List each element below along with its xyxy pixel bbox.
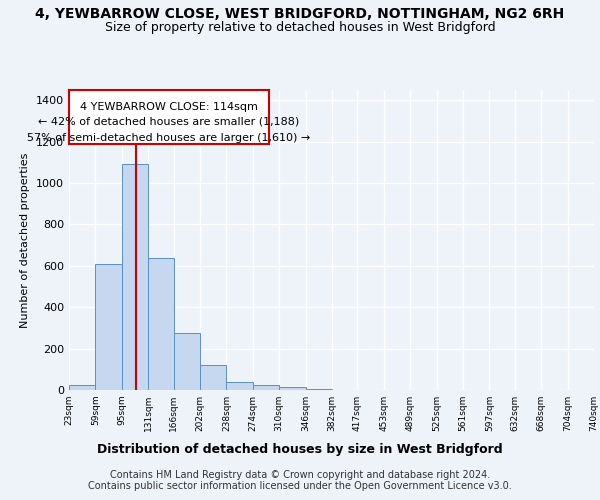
Bar <box>279 387 305 390</box>
Y-axis label: Number of detached properties: Number of detached properties <box>20 152 31 328</box>
Text: Contains HM Land Registry data © Crown copyright and database right 2024.: Contains HM Land Registry data © Crown c… <box>110 470 490 480</box>
Bar <box>305 389 332 390</box>
Bar <box>148 258 174 390</box>
Bar <box>200 365 226 390</box>
Bar <box>174 333 200 390</box>
Bar <box>226 382 253 390</box>
Bar <box>122 164 148 390</box>
Text: Distribution of detached houses by size in West Bridgford: Distribution of detached houses by size … <box>97 442 503 456</box>
Text: Contains public sector information licensed under the Open Government Licence v3: Contains public sector information licen… <box>88 481 512 491</box>
Bar <box>95 264 122 390</box>
Text: Size of property relative to detached houses in West Bridgford: Size of property relative to detached ho… <box>104 21 496 34</box>
Bar <box>253 385 279 390</box>
Bar <box>69 385 95 390</box>
Text: 4, YEWBARROW CLOSE, WEST BRIDGFORD, NOTTINGHAM, NG2 6RH: 4, YEWBARROW CLOSE, WEST BRIDGFORD, NOTT… <box>35 8 565 22</box>
